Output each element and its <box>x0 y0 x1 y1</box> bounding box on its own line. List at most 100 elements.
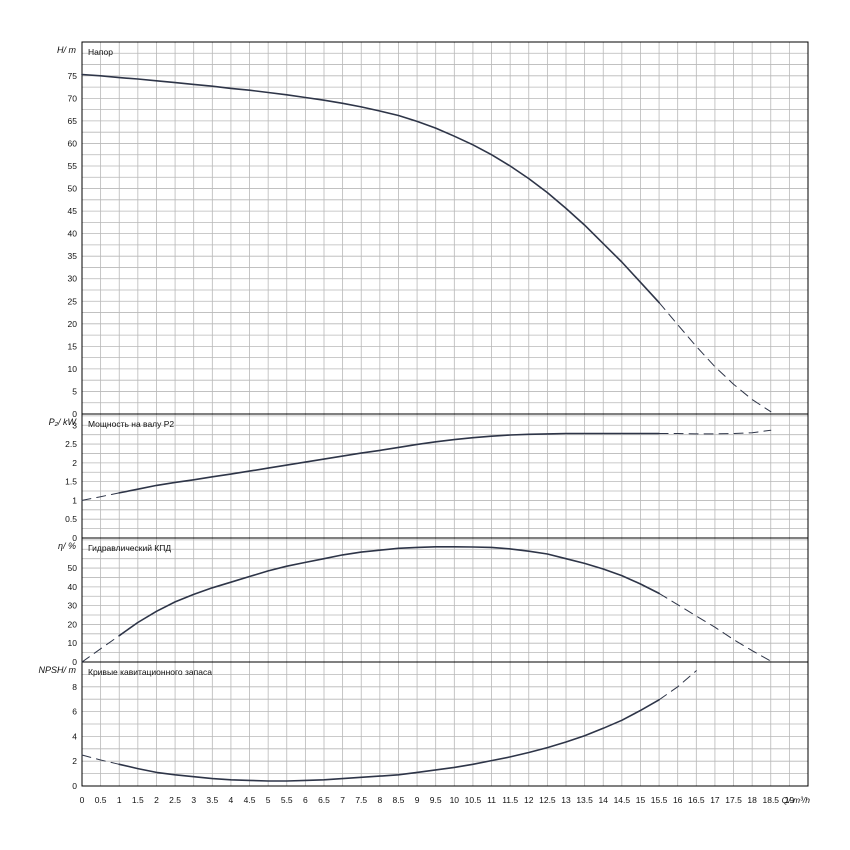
x-tick-label: 5.5 <box>281 795 293 805</box>
panel-1-y-tick-label: 15 <box>68 341 78 351</box>
panel-2-series-2-solid-line <box>118 432 660 494</box>
panel-4-y-tick-label: 6 <box>72 707 77 717</box>
panel-4-y-tick-label: 2 <box>72 756 77 766</box>
x-tick-label: 15 <box>636 795 646 805</box>
x-tick-label: 10.5 <box>465 795 482 805</box>
panel-1-y-tick-label: 55 <box>68 161 78 171</box>
panel-3-series-2-solid-line <box>118 546 660 637</box>
panel-1-y-axis-label: H/ m <box>57 45 77 55</box>
panel-1-title: Напор <box>88 47 113 57</box>
panel-3-y-tick-label: 0 <box>72 657 77 667</box>
x-tick-label: 6 <box>303 795 308 805</box>
x-tick-label: 4.5 <box>244 795 256 805</box>
x-tick-label: 7 <box>340 795 345 805</box>
panel-2-y-tick-label: 0.5 <box>65 514 77 524</box>
x-tick-label: 1 <box>117 795 122 805</box>
panel-1-series-1-solid-line <box>81 73 660 304</box>
x-tick-label: 11 <box>487 795 496 805</box>
x-tick-label: 1.5 <box>132 795 144 805</box>
x-tick-label: 13 <box>561 795 571 805</box>
panel-4-y-axis-label: NPSH/ m <box>38 665 76 675</box>
x-tick-label: 6.5 <box>318 795 330 805</box>
panel-1-y-tick-label: 70 <box>68 93 78 103</box>
x-tick-label: 18 <box>747 795 757 805</box>
x-tick-label: 0 <box>80 795 85 805</box>
panel-3-y-tick-label: 10 <box>68 638 78 648</box>
panel-1-frame <box>81 41 809 415</box>
x-tick-label: 8.5 <box>393 795 405 805</box>
x-tick-label: 4 <box>229 795 234 805</box>
panel-3-y-tick-label: 50 <box>68 563 78 573</box>
panel-3-series-3-dashed-line <box>658 592 772 662</box>
x-tick-label: 3.5 <box>206 795 218 805</box>
panel-1-y-tick-label: 75 <box>68 71 78 81</box>
x-tick-label: 17.5 <box>725 795 742 805</box>
panel-1-y-tick-label: 25 <box>68 296 78 306</box>
x-tick-label: 8 <box>377 795 382 805</box>
panel-2-series-1-dashed-line <box>81 492 120 501</box>
x-tick-label: 12 <box>524 795 534 805</box>
panel-2-y-tick-label: 3 <box>72 420 77 430</box>
x-tick-label: 2.5 <box>169 795 181 805</box>
panel-3-y-axis-label: η/ % <box>58 541 76 551</box>
panel-1-y-tick-label: 0 <box>72 409 77 419</box>
x-tick-label: 16 <box>673 795 683 805</box>
panel-3-series-1-dashed-line <box>81 635 120 663</box>
panel-4-y-tick-label: 0 <box>72 781 77 791</box>
x-tick-label: 13.5 <box>576 795 593 805</box>
x-tick-label: 2 <box>154 795 159 805</box>
panel-4-series-3-dashed-line <box>658 670 697 701</box>
panel-1-y-tick-label: 45 <box>68 206 78 216</box>
panel-1-y-tick-label: 35 <box>68 251 78 261</box>
panel-2-y-axis-label: P₂/ kW <box>49 417 78 427</box>
x-tick-label: 0.5 <box>95 795 107 805</box>
panel-4-y-tick-label: 4 <box>72 731 77 741</box>
x-tick-label: 9.5 <box>430 795 442 805</box>
panel-1-y-tick-label: 50 <box>68 184 78 194</box>
panel-3-y-tick-label: 30 <box>68 601 78 611</box>
x-axis-label: Q/ m³/h <box>782 795 811 805</box>
grid-layer <box>81 41 809 787</box>
panel-3-title: Гидравлический КПД <box>88 543 171 553</box>
panel-1-y-tick-label: 40 <box>68 229 78 239</box>
x-tick-label: 9 <box>415 795 420 805</box>
x-tick-label: 11.5 <box>502 795 518 805</box>
panel-1-y-tick-label: 10 <box>68 364 78 374</box>
panel-2-series-3-dashed-line <box>658 429 772 435</box>
x-tick-label: 12.5 <box>539 795 556 805</box>
x-tick-label: 10 <box>450 795 460 805</box>
panel-1-series-2-dashed-line <box>658 302 772 413</box>
x-tick-label: 19 <box>785 795 795 805</box>
panel-1-y-tick-label: 65 <box>68 116 78 126</box>
x-tick-label: 5 <box>266 795 271 805</box>
panel-4-y-tick-label: 8 <box>72 682 77 692</box>
x-tick-label: 17 <box>710 795 720 805</box>
panel-2-y-tick-label: 2.5 <box>65 439 77 449</box>
panel-2-title: Мощность на валу P2 <box>88 419 174 429</box>
x-tick-label: 7.5 <box>355 795 367 805</box>
panel-4-frame <box>81 661 809 787</box>
panel-2-y-tick-label: 1 <box>72 495 77 505</box>
panel-3-y-tick-label: 40 <box>68 582 78 592</box>
panel-1-y-tick-label: 60 <box>68 138 78 148</box>
panel-2-y-tick-label: 2 <box>72 458 77 468</box>
panel-4-series-2-solid-line <box>118 699 660 782</box>
panel-1-y-tick-label: 20 <box>68 319 78 329</box>
panel-2-y-tick-label: 0 <box>72 533 77 543</box>
curves-layer <box>81 73 772 782</box>
x-tick-label: 14.5 <box>614 795 631 805</box>
panel-2-y-tick-label: 1.5 <box>65 477 77 487</box>
panel-3-y-tick-label: 20 <box>68 619 78 629</box>
x-tick-label: 14 <box>598 795 608 805</box>
panel-4-title: Кривые кавитационного запаса <box>88 667 212 677</box>
panel-1-y-tick-label: 5 <box>72 386 77 396</box>
panel-4-series-1-dashed-line <box>81 754 120 765</box>
x-tick-label: 16.5 <box>688 795 705 805</box>
x-tick-label: 18.5 <box>762 795 779 805</box>
x-tick-label: 15.5 <box>651 795 668 805</box>
x-tick-label: 3 <box>191 795 196 805</box>
panel-1-y-tick-label: 30 <box>68 274 78 284</box>
